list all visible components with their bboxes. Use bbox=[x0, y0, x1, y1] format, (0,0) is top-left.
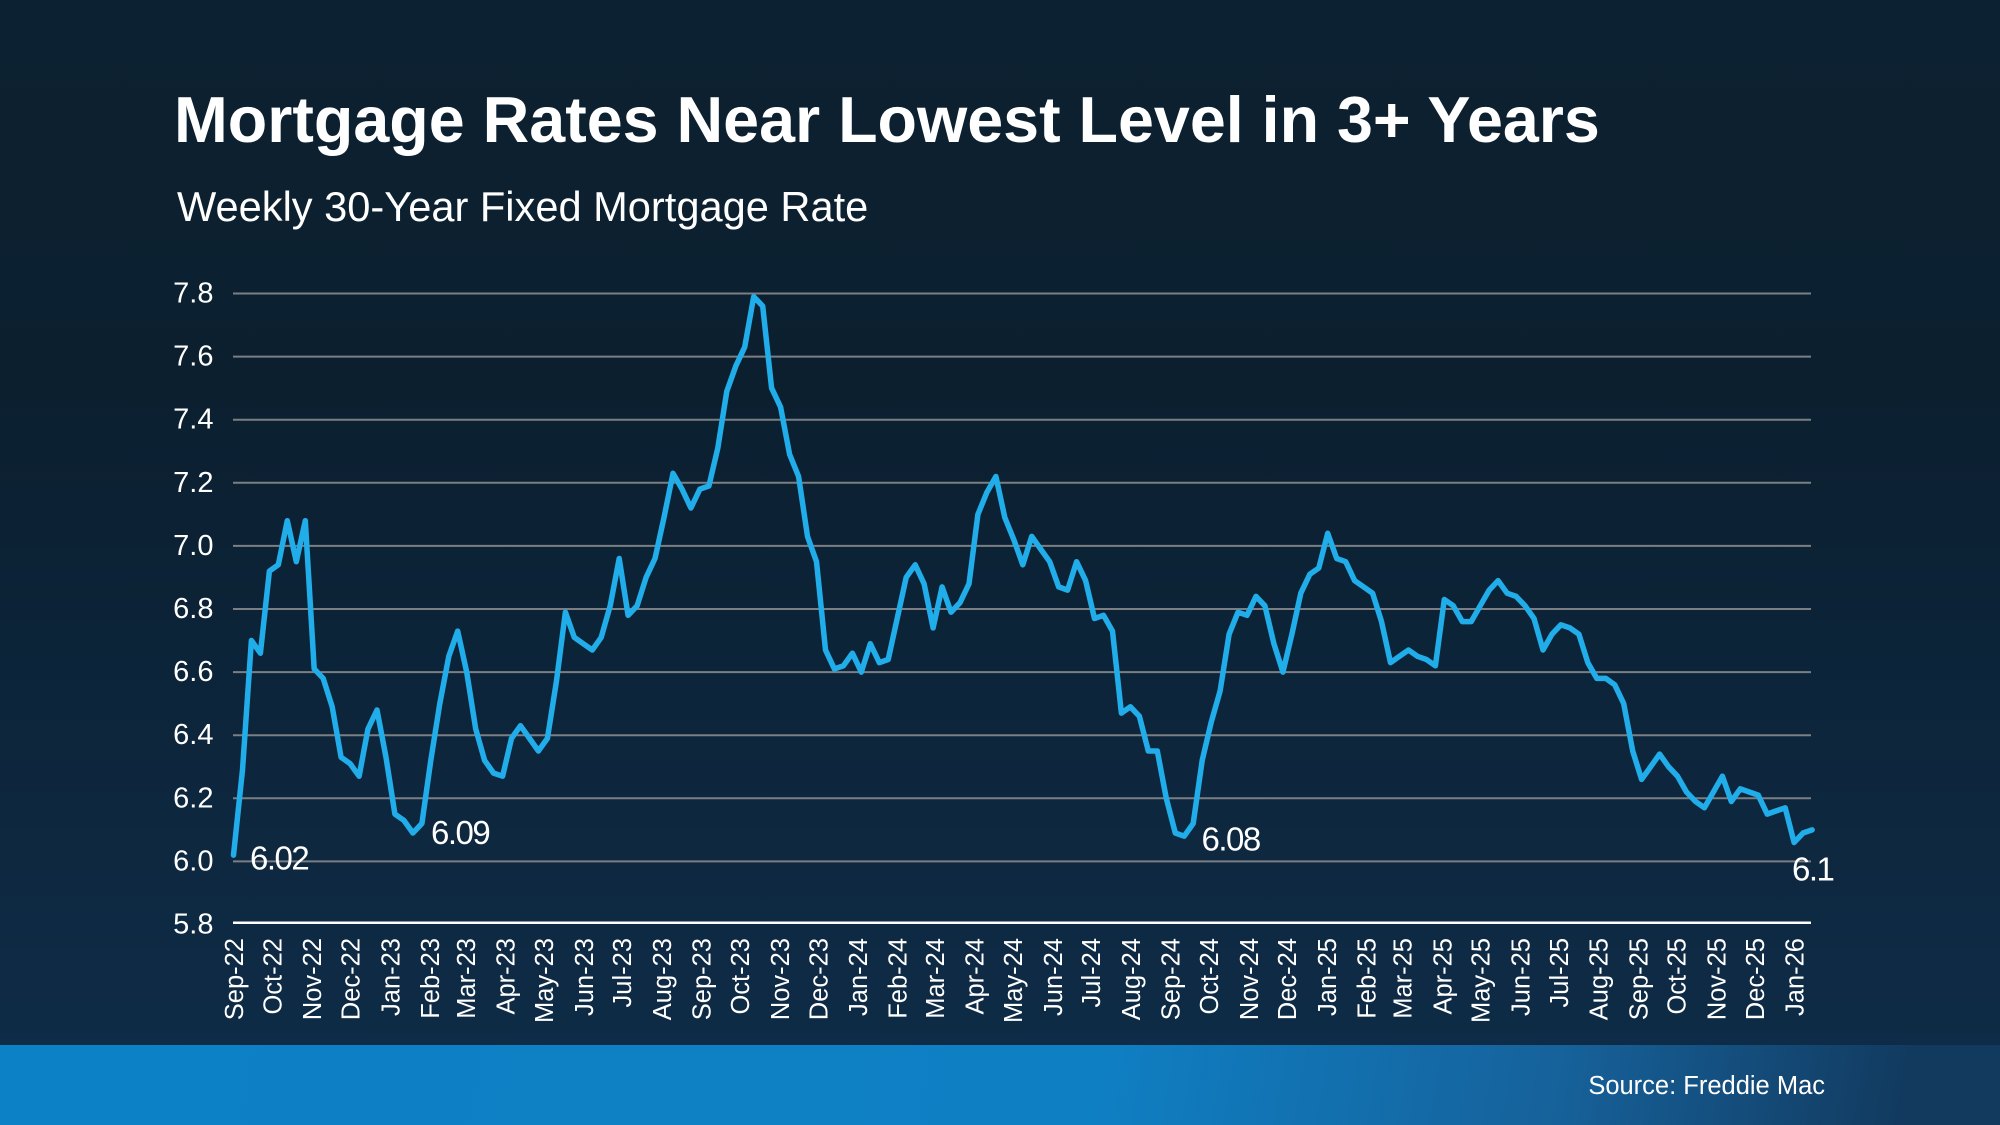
svg-text:Mar-24: Mar-24 bbox=[922, 938, 950, 1019]
svg-text:Jul-23: Jul-23 bbox=[609, 938, 637, 1007]
svg-text:Feb-24: Feb-24 bbox=[885, 938, 913, 1019]
svg-text:6.09: 6.09 bbox=[431, 814, 489, 851]
svg-text:Nov-23: Nov-23 bbox=[767, 938, 795, 1020]
svg-text:May-24: May-24 bbox=[1000, 938, 1028, 1023]
svg-text:Jan-23: Jan-23 bbox=[377, 938, 405, 1016]
svg-text:Mar-25: Mar-25 bbox=[1390, 938, 1418, 1019]
svg-text:Nov-24: Nov-24 bbox=[1236, 938, 1264, 1020]
svg-text:Jun-23: Jun-23 bbox=[571, 938, 599, 1016]
svg-text:Oct-25: Oct-25 bbox=[1664, 938, 1692, 1015]
svg-text:Sep-24: Sep-24 bbox=[1158, 938, 1186, 1020]
svg-text:May-23: May-23 bbox=[531, 938, 559, 1023]
svg-text:Dec-25: Dec-25 bbox=[1742, 938, 1770, 1020]
svg-text:Sep-23: Sep-23 bbox=[689, 938, 717, 1020]
svg-text:Jun-25: Jun-25 bbox=[1507, 938, 1535, 1016]
svg-text:Apr-25: Apr-25 bbox=[1429, 938, 1457, 1015]
svg-text:Aug-23: Aug-23 bbox=[649, 938, 677, 1020]
svg-text:May-25: May-25 bbox=[1468, 938, 1496, 1023]
svg-text:7.4: 7.4 bbox=[173, 404, 213, 436]
svg-text:Sep-22: Sep-22 bbox=[221, 938, 249, 1020]
svg-text:Feb-23: Feb-23 bbox=[417, 938, 445, 1019]
svg-text:7.2: 7.2 bbox=[173, 467, 213, 499]
svg-text:Oct-22: Oct-22 bbox=[259, 938, 287, 1015]
svg-text:Apr-24: Apr-24 bbox=[962, 938, 990, 1015]
svg-text:Apr-23: Apr-23 bbox=[493, 938, 521, 1015]
svg-text:Dec-22: Dec-22 bbox=[338, 938, 366, 1020]
svg-text:5.8: 5.8 bbox=[173, 909, 213, 941]
svg-text:7.8: 7.8 bbox=[173, 278, 213, 310]
svg-text:Jan-24: Jan-24 bbox=[845, 938, 873, 1016]
svg-text:Dec-23: Dec-23 bbox=[805, 938, 833, 1020]
svg-text:Jul-24: Jul-24 bbox=[1078, 938, 1106, 1007]
svg-text:Oct-24: Oct-24 bbox=[1196, 938, 1224, 1015]
svg-text:Dec-24: Dec-24 bbox=[1274, 938, 1302, 1020]
svg-text:6.02: 6.02 bbox=[250, 840, 308, 877]
svg-text:6.8: 6.8 bbox=[173, 593, 213, 625]
svg-text:Jun-24: Jun-24 bbox=[1040, 938, 1068, 1016]
svg-text:Aug-25: Aug-25 bbox=[1586, 938, 1614, 1020]
svg-text:Feb-25: Feb-25 bbox=[1354, 938, 1382, 1019]
svg-text:6.6: 6.6 bbox=[173, 656, 213, 688]
svg-text:6.4: 6.4 bbox=[173, 719, 213, 751]
svg-text:Oct-23: Oct-23 bbox=[727, 938, 755, 1015]
svg-text:7.6: 7.6 bbox=[173, 341, 213, 373]
svg-text:6.0: 6.0 bbox=[173, 845, 213, 877]
svg-text:Mar-23: Mar-23 bbox=[453, 938, 481, 1019]
svg-text:6.2: 6.2 bbox=[173, 782, 213, 814]
svg-text:Jul-25: Jul-25 bbox=[1546, 938, 1574, 1007]
svg-text:Aug-24: Aug-24 bbox=[1118, 938, 1146, 1020]
svg-text:6.1: 6.1 bbox=[1792, 851, 1834, 888]
svg-text:Nov-25: Nov-25 bbox=[1704, 938, 1732, 1020]
svg-text:Jan-26: Jan-26 bbox=[1782, 938, 1810, 1016]
svg-text:Jan-25: Jan-25 bbox=[1314, 938, 1342, 1016]
svg-text:Nov-22: Nov-22 bbox=[299, 938, 327, 1020]
svg-text:6.08: 6.08 bbox=[1202, 821, 1260, 858]
svg-text:Sep-25: Sep-25 bbox=[1625, 938, 1653, 1020]
svg-text:7.0: 7.0 bbox=[173, 530, 213, 562]
